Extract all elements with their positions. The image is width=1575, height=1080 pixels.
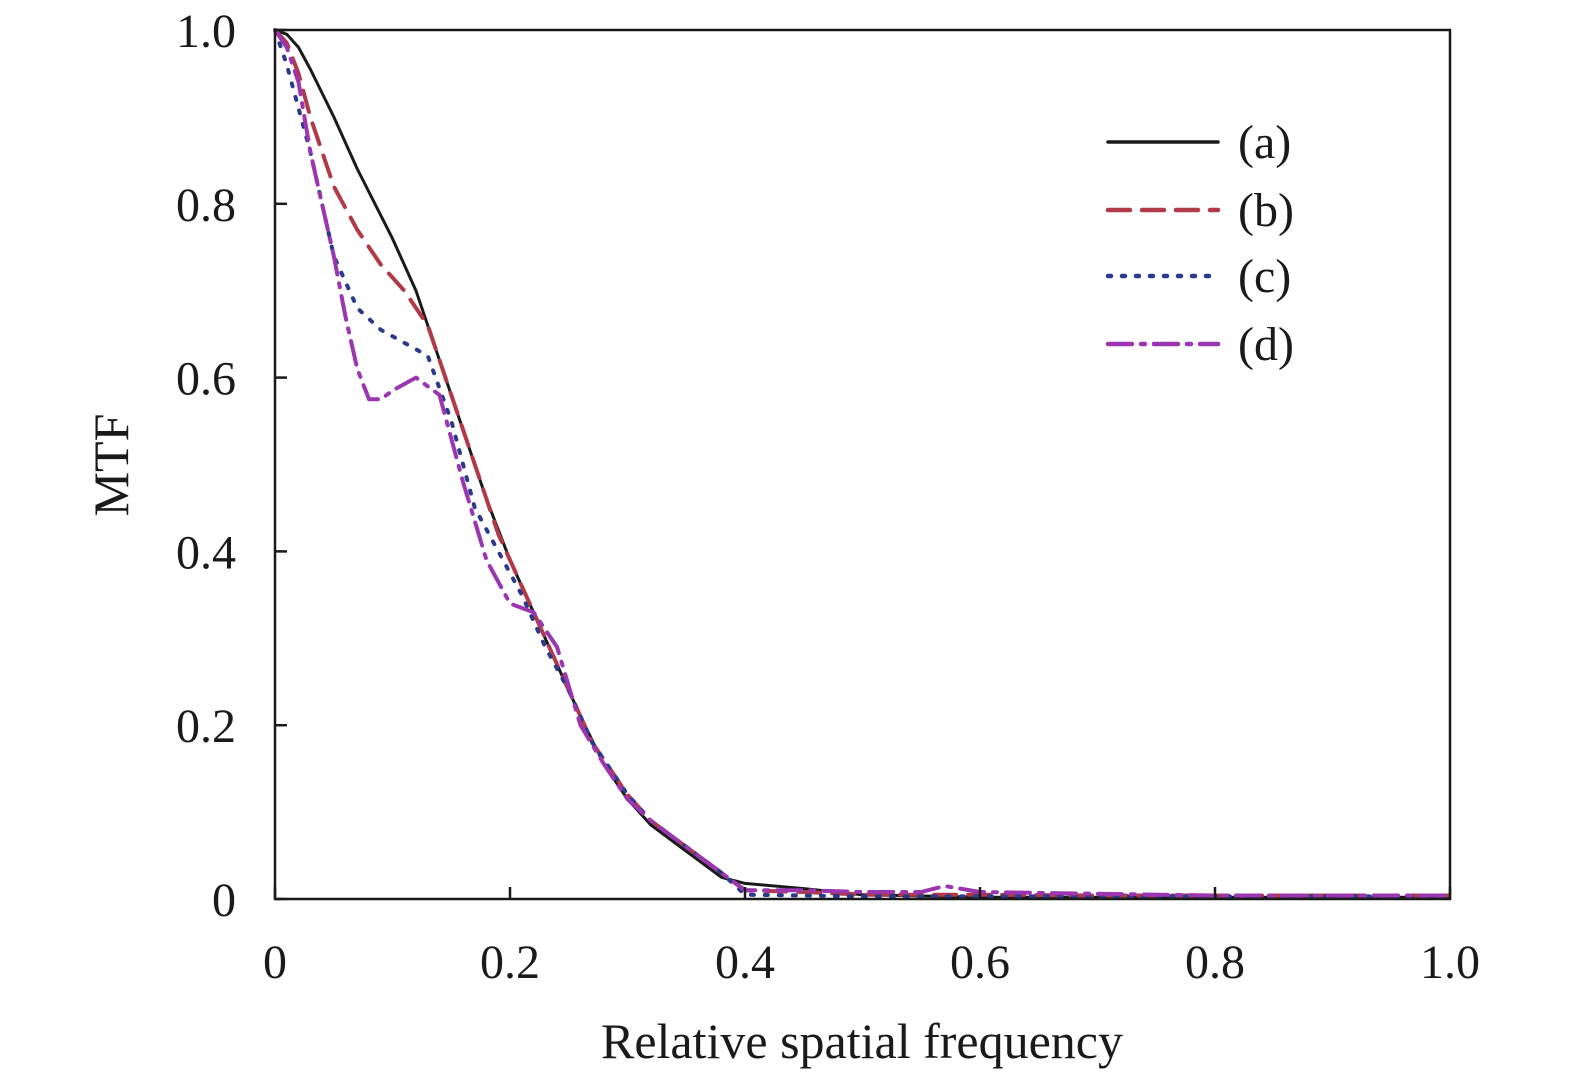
x-tick-label: 0.2 [480, 936, 540, 989]
plot-frame [273, 28, 1452, 901]
series-line-d [273, 28, 1450, 898]
legend-label: (a) [1238, 116, 1291, 169]
x-axis-title: Relative spatial frequency [601, 1013, 1123, 1069]
legend-label: (d) [1238, 318, 1294, 371]
plot-area [273, 28, 1450, 899]
x-tick-label: 0 [263, 936, 287, 989]
series-layer [273, 28, 1450, 899]
ticks-layer [273, 28, 1452, 901]
y-tick-label: 0.6 [176, 353, 236, 406]
x-tick-label: 0.8 [1185, 936, 1245, 989]
x-tick-label: 1.0 [1420, 936, 1480, 989]
legend-label: (b) [1238, 184, 1294, 237]
y-tick-label: 0.4 [176, 526, 236, 579]
y-axis-title: MTF [83, 414, 139, 517]
y-tick-label: 0.2 [176, 700, 236, 753]
y-tick-label: 0.8 [176, 179, 236, 232]
x-tick-label: 0.6 [950, 936, 1010, 989]
labels-layer: 0 0.2 0.4 0.6 0.8 1.0 0 0.2 0.4 0.6 0.8 1.0 [176, 5, 1480, 989]
y-tick-label: 1.0 [176, 5, 236, 58]
x-tick-label: 0.4 [715, 936, 775, 989]
y-tick-label: 0 [212, 874, 236, 927]
legend: (a) (b) (c) (d) [1105, 116, 1294, 371]
legend-label: (c) [1238, 250, 1291, 303]
